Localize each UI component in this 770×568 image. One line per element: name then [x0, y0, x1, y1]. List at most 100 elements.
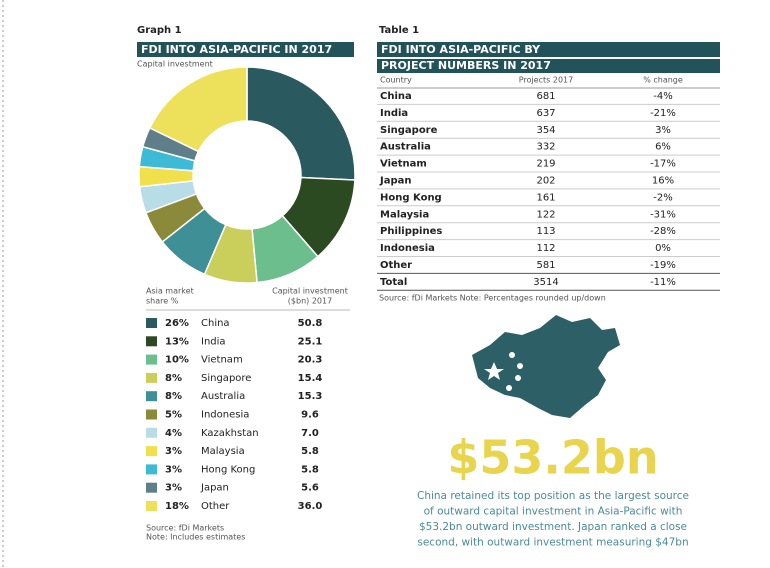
legend-label: Indonesia: [201, 410, 249, 421]
table-cell: 113: [536, 226, 555, 237]
table-cell: Australia: [380, 142, 431, 153]
table-cell: 202: [536, 176, 555, 187]
table-cell: -31%: [650, 209, 676, 220]
legend-swatch: [146, 391, 157, 402]
table-cell: -2%: [653, 192, 672, 203]
legend-label: India: [201, 336, 226, 347]
table-cell: Philippines: [380, 226, 442, 237]
legend-share: 26%: [165, 318, 189, 329]
table-cell: Hong Kong: [380, 192, 442, 203]
china-map: [472, 315, 620, 418]
legend-value: 15.3: [298, 391, 323, 402]
legend-share: 18%: [165, 501, 189, 512]
legend-value: 5.8: [301, 446, 319, 457]
legend-label: Hong Kong: [201, 464, 255, 475]
table-cell: -17%: [650, 159, 676, 170]
column-header: % change: [643, 76, 683, 85]
legend-share: 8%: [165, 373, 182, 384]
table-cell: Singapore: [380, 125, 438, 136]
table-title: FDI INTO ASIA-PACIFIC BY: [381, 43, 541, 56]
legend-value: 15.4: [298, 373, 323, 384]
table-cell: -4%: [653, 91, 672, 102]
legend-swatch: [146, 336, 157, 347]
table-cell: Japan: [379, 176, 412, 187]
chart-title: FDI INTO ASIA-PACIFIC IN 2017: [141, 43, 332, 56]
legend-swatch: [146, 501, 157, 511]
legend-label: Kazakhstan: [201, 428, 259, 439]
legend-label: Japan: [200, 483, 229, 494]
table-cell: 6%: [655, 142, 671, 153]
legend-swatch: [146, 354, 157, 365]
title-bar: [377, 42, 720, 57]
legend-value: 9.6: [301, 410, 319, 421]
table-cell: 354: [536, 125, 555, 136]
legend-value: 25.1: [298, 336, 323, 347]
highlight-text: of outward capital investment in Asia-Pa…: [424, 506, 683, 518]
table-cell: -19%: [650, 260, 676, 271]
legend-share: 8%: [165, 391, 182, 402]
table-cell: -28%: [650, 226, 676, 237]
legend-label: Vietnam: [201, 355, 243, 366]
donut-slice: [148, 66, 248, 153]
highlight-text: China retained its top position as the l…: [417, 490, 689, 502]
legend-header: ($bn) 2017: [288, 297, 332, 306]
table-cell: -11%: [650, 277, 676, 288]
legend-share: 10%: [165, 355, 189, 366]
table-cell: Total: [380, 277, 407, 288]
legend-swatch: [146, 482, 157, 493]
legend-swatch: [146, 372, 157, 383]
highlight-text: $53.2bn outward investment. Japan ranked…: [419, 521, 687, 533]
legend-value: 50.8: [298, 318, 323, 329]
table-cell: India: [380, 108, 408, 119]
table-label: Table 1: [379, 25, 419, 36]
legend-swatch: [146, 446, 157, 457]
source: Source: fDi Markets: [146, 524, 224, 533]
table-cell: Indonesia: [380, 243, 435, 254]
table-cell: Other: [380, 260, 412, 271]
note: Note: Includes estimates: [146, 533, 245, 542]
table-cell: Vietnam: [380, 159, 427, 170]
table-cell: 112: [536, 243, 555, 254]
graph-label: Graph 1: [137, 25, 182, 36]
legend-swatch: [146, 427, 157, 438]
legend-swatch: [146, 464, 157, 475]
legend-share: 4%: [165, 428, 182, 439]
column-header: Country: [380, 76, 412, 85]
table-cell: 16%: [652, 176, 674, 187]
highlight-text: second, with outward investment measurin…: [417, 537, 688, 549]
table-cell: 219: [536, 159, 555, 170]
table-cell: -21%: [650, 108, 676, 119]
legend-label: Australia: [201, 391, 245, 402]
title-bar: [377, 59, 720, 73]
legend-header: share %: [146, 297, 179, 306]
table-cell: 122: [536, 209, 555, 220]
legend-label: Malaysia: [201, 446, 245, 457]
table-cell: 332: [536, 142, 555, 153]
highlight-figure: $53.2bn: [447, 431, 658, 485]
legend-value: 5.8: [301, 464, 319, 475]
legend-share: 13%: [165, 336, 189, 347]
legend-value: 5.6: [301, 483, 319, 494]
legend-label: China: [201, 318, 230, 329]
legend-value: 7.0: [301, 428, 319, 439]
table-cell: 3514: [533, 277, 558, 288]
donut-slice: [246, 66, 356, 181]
legend-share: 3%: [165, 446, 182, 457]
legend-share: 5%: [165, 410, 182, 421]
legend-value: 20.3: [298, 355, 323, 366]
table-source: Source: fDi Markets Note: Percentages ro…: [379, 294, 606, 303]
legend-swatch: [146, 409, 157, 420]
legend-value: 36.0: [298, 501, 323, 512]
title-bar: [137, 42, 354, 57]
legend-label: Singapore: [201, 373, 251, 384]
table-cell: 3%: [655, 125, 671, 136]
table-cell: 681: [536, 91, 555, 102]
legend-swatch: [146, 318, 157, 328]
table-cell: China: [380, 91, 412, 102]
legend-header: Asia market: [146, 287, 194, 296]
legend-header: Capital investment: [272, 287, 348, 296]
legend-share: 3%: [165, 464, 182, 475]
legend-label: Other: [201, 501, 230, 512]
legend-share: 3%: [165, 483, 182, 494]
